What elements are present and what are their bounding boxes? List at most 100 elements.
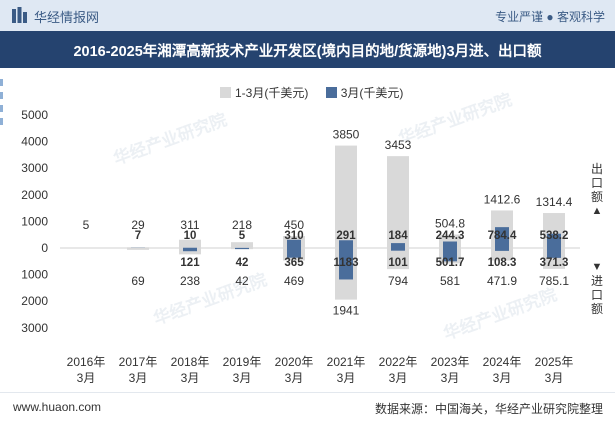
x-tick-label-month: 3月 bbox=[233, 371, 252, 385]
bar-ytd-import bbox=[127, 248, 149, 250]
data-label-ytd-export: 1314.4 bbox=[536, 195, 573, 209]
x-tick-label-year: 2023年 bbox=[431, 355, 470, 369]
footer-website[interactable]: www.huaon.com bbox=[13, 400, 102, 414]
bar-month-export bbox=[547, 233, 561, 248]
x-tick-label-year: 2016年 bbox=[67, 355, 106, 369]
x-tick-label-year: 2020年 bbox=[275, 355, 314, 369]
data-label-month-export: 244.3 bbox=[436, 230, 465, 242]
data-label-ytd-export: 450 bbox=[284, 218, 304, 232]
data-label-ytd-export: 5 bbox=[83, 218, 90, 232]
stripe-decoration bbox=[0, 118, 3, 125]
data-label-month-export: 5 bbox=[239, 230, 246, 242]
data-label-ytd-import: 42 bbox=[235, 274, 249, 288]
bar-ytd-import bbox=[491, 248, 513, 261]
bar-month-import bbox=[547, 248, 561, 258]
bar-month-export bbox=[287, 239, 301, 248]
data-label-ytd-import: 469 bbox=[284, 274, 304, 288]
x-tick-label-month: 3月 bbox=[493, 371, 512, 385]
stripe-decoration bbox=[0, 79, 3, 86]
top-bar: 华经情报网 专业严谨 ● 客观科学 bbox=[0, 0, 615, 31]
data-label-month-export: 291 bbox=[336, 230, 356, 242]
data-label-month-import: 365 bbox=[284, 257, 304, 269]
data-label-month-export: 310 bbox=[284, 230, 303, 242]
bar-month-import bbox=[183, 248, 197, 252]
data-label-ytd-import: 794 bbox=[388, 274, 408, 288]
y-tick-label: 3000 bbox=[21, 321, 48, 335]
footer-divider bbox=[0, 392, 615, 393]
x-tick-label-month: 3月 bbox=[337, 371, 356, 385]
y-tick-label: 5000 bbox=[21, 108, 48, 122]
x-tick-label-year: 2021年 bbox=[327, 355, 366, 369]
bar-ytd-export bbox=[127, 247, 149, 248]
bar-ytd-export bbox=[231, 242, 253, 248]
bar-chart: 3000 2000 1000 0 1000 2000 3000 4000 5000 5 297 69 3… bbox=[21, 108, 580, 385]
arrow-up-icon: ▲ bbox=[591, 205, 603, 217]
y-tick-label: 2000 bbox=[21, 188, 48, 202]
export-label-text: 出口额 bbox=[590, 162, 603, 204]
bar-ytd-export bbox=[335, 145, 357, 248]
data-label-ytd-export: 504.8 bbox=[435, 217, 465, 231]
bar-ytd-export bbox=[387, 156, 409, 248]
x-tick-label-year: 2018年 bbox=[171, 355, 210, 369]
x-tick-label-year: 2019年 bbox=[223, 355, 262, 369]
slogan: 专业严谨 ● 客观科学 bbox=[495, 10, 605, 24]
y-tick-label: 1000 bbox=[21, 268, 48, 282]
data-label-ytd-import: 69 bbox=[131, 274, 145, 288]
x-tick-label-year: 2024年 bbox=[483, 355, 522, 369]
data-label-month-import: 101 bbox=[388, 257, 408, 269]
y-tick-label: 0 bbox=[41, 241, 48, 255]
export-axis-label: 出口额 ▲ bbox=[588, 162, 606, 218]
data-label-ytd-export: 3453 bbox=[385, 138, 412, 152]
data-label-ytd-export: 3850 bbox=[333, 128, 360, 142]
footer-source: 数据来源：中国海关，华经产业研究院整理 bbox=[374, 402, 603, 416]
y-tick-label: 4000 bbox=[21, 135, 48, 149]
import-axis-label: ▼ 进口额 bbox=[588, 260, 606, 316]
bar-month-import bbox=[339, 248, 353, 280]
data-label-ytd-import: 1941 bbox=[333, 304, 360, 318]
legend-item-month: 3月(千美元) bbox=[325, 84, 404, 101]
logo-icon bbox=[12, 7, 27, 23]
data-label-month-import: 42 bbox=[236, 257, 249, 269]
data-label-ytd-import: 238 bbox=[180, 274, 200, 288]
data-label-month-import: 371.3 bbox=[540, 257, 569, 269]
bar-month-import bbox=[495, 248, 509, 251]
legend-label-ytd: 1-3月(千美元) bbox=[235, 86, 309, 100]
x-tick-label-month: 3月 bbox=[389, 371, 408, 385]
data-label-month-export: 784.4 bbox=[488, 230, 517, 242]
data-label-ytd-export: 1412.6 bbox=[484, 192, 521, 206]
x-tick-label-year: 2025年 bbox=[535, 355, 574, 369]
data-label-ytd-export: 218 bbox=[232, 218, 252, 232]
data-label-month-export: 7 bbox=[135, 230, 141, 242]
legend-label-month: 3月(千美元) bbox=[340, 86, 404, 100]
import-label-text: 进口额 bbox=[590, 274, 603, 316]
data-label-month-export: 184 bbox=[388, 230, 408, 242]
bar-month-import bbox=[287, 248, 301, 258]
stripe-decoration bbox=[0, 105, 3, 112]
legend-item-ytd: 1-3月(千美元) bbox=[220, 84, 308, 101]
data-label-month-export: 538.2 bbox=[540, 230, 569, 242]
data-label-ytd-import: 471.9 bbox=[487, 274, 517, 288]
x-tick-label-month: 3月 bbox=[181, 371, 200, 385]
brand-name: 华经情报网 bbox=[34, 10, 100, 25]
x-tick-label-month: 3月 bbox=[77, 371, 96, 385]
x-tick-label-month: 3月 bbox=[545, 371, 564, 385]
legend: 1-3月(千美元) 3月(千美元) bbox=[220, 84, 417, 101]
y-tick-label: 2000 bbox=[21, 294, 48, 308]
x-tick-label-month: 3月 bbox=[441, 371, 460, 385]
bar-month-import bbox=[391, 248, 405, 251]
bar-month-export bbox=[443, 241, 457, 248]
bar-month-import bbox=[443, 248, 457, 262]
data-label-month-export: 10 bbox=[184, 230, 197, 242]
data-label-month-import: 501.7 bbox=[436, 257, 465, 269]
bar-ytd-export bbox=[179, 239, 201, 248]
x-tick-label-month: 3月 bbox=[285, 371, 304, 385]
legend-swatch-ytd bbox=[220, 87, 231, 98]
arrow-down-icon: ▼ bbox=[591, 261, 603, 273]
x-tick-label-month: 3月 bbox=[129, 371, 148, 385]
data-label-ytd-import: 581 bbox=[440, 274, 460, 288]
bar-ytd-import bbox=[387, 248, 409, 270]
bar-month-export bbox=[391, 243, 405, 248]
legend-swatch-month bbox=[325, 87, 337, 98]
y-tick-label: 3000 bbox=[21, 161, 48, 175]
x-tick-label-year: 2017年 bbox=[119, 355, 158, 369]
